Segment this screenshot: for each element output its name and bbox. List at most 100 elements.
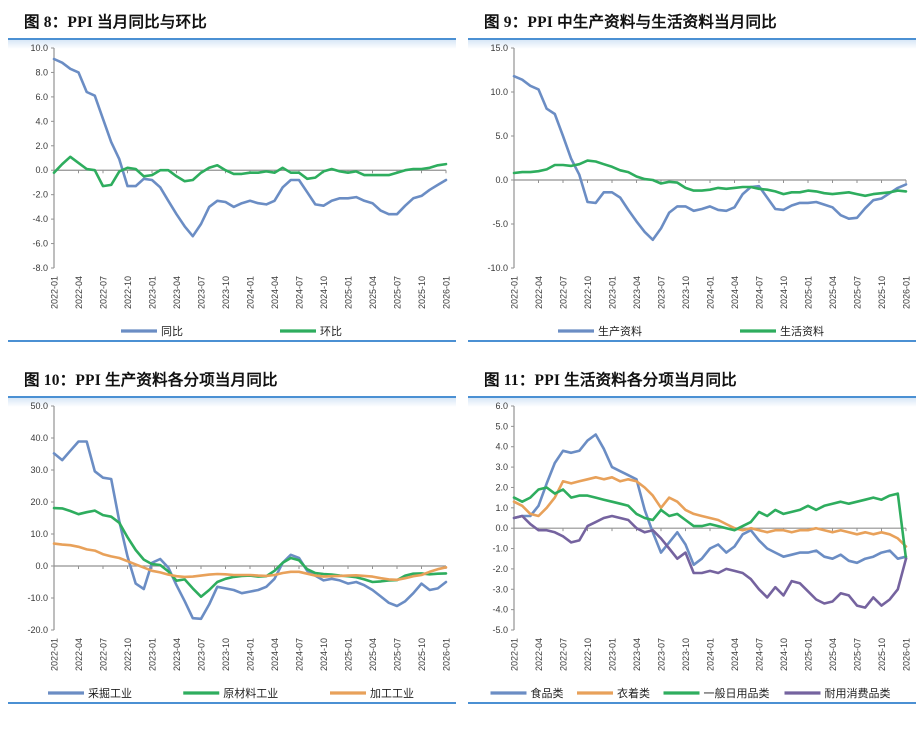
- series-line-1: [52, 155, 448, 188]
- x-tick-label: 2025-10: [877, 276, 887, 309]
- legend-label-0: 采掘工业: [88, 686, 132, 700]
- x-tick-label: 2024-04: [270, 276, 280, 309]
- x-tick-label: 2024-01: [706, 276, 716, 309]
- x-tick-label: 2024-07: [755, 638, 765, 671]
- x-tick-label: 2022-07: [559, 276, 569, 309]
- y-tick-label: -10.0: [487, 263, 508, 273]
- y-tick-label: 5.0: [495, 421, 508, 431]
- y-tick-label: 0.0: [35, 165, 48, 175]
- legend-label-2: 一般日用品类: [704, 686, 770, 700]
- y-tick-label: -4.0: [32, 214, 48, 224]
- y-tick-label: -8.0: [32, 263, 48, 273]
- x-tick-label: 2026-01: [902, 638, 912, 671]
- y-tick-label: 50.0: [30, 401, 48, 411]
- x-tick-label: 2023-10: [681, 276, 691, 309]
- x-tick-label: 2024-04: [270, 638, 280, 671]
- x-tick-label: 2025-10: [877, 638, 887, 671]
- legend-label-0: 食品类: [531, 686, 564, 700]
- x-tick-label: 2024-01: [246, 638, 256, 671]
- x-tick-label: 2022-01: [50, 276, 60, 309]
- figure-10-chart-box: 50.0 40.0 30.0 20.0 10.0 0.0 -10.0 -20.0 2022-01…: [8, 396, 456, 704]
- y-tick-label: 10.0: [30, 529, 48, 539]
- x-tick-label: 2023-01: [608, 638, 618, 671]
- figure-10-line-chart: 50.0 40.0 30.0 20.0 10.0 0.0 -10.0 -20.02022-01…: [27, 401, 452, 700]
- y-tick-label: 3.0: [495, 462, 508, 472]
- x-tick-label: 2022-01: [50, 638, 60, 671]
- series-line-1: [512, 159, 908, 198]
- x-tick-label: 2022-10: [123, 638, 133, 671]
- figure-panel-10: 图 10：PPI 生产资料各分项当月同比 50.0 40.0 30.0 20.0 10.…: [8, 342, 456, 704]
- y-tick-label: -5.0: [492, 625, 508, 635]
- x-tick-label: 2023-10: [221, 276, 231, 309]
- x-tick-label: 2022-04: [74, 276, 84, 309]
- y-tick-label: 1.0: [495, 503, 508, 513]
- x-tick-label: 2025-07: [393, 276, 403, 309]
- y-tick-label: 2.0: [35, 141, 48, 151]
- x-tick-label: 2024-10: [779, 638, 789, 671]
- y-tick-label: 6.0: [495, 401, 508, 411]
- y-tick-label: 10.0: [490, 87, 508, 97]
- x-tick-label: 2025-04: [368, 276, 378, 309]
- legend-label-1: 环比: [320, 325, 342, 338]
- x-tick-label: 2023-10: [681, 638, 691, 671]
- x-tick-label: 2025-10: [417, 638, 427, 671]
- figure-9-chart-box: 15.0 10.0 5.0 0.0 -5.0 -10.0 2022-01 2022-04 202…: [468, 38, 916, 342]
- x-tick-label: 2022-10: [583, 276, 593, 309]
- series-line-2: [52, 542, 448, 582]
- charts-grid: 图 8：PPI 当月同比与环比 10.0 8.0 6.0 4.0 2.0 0.0 -2.0 -…: [8, 0, 916, 704]
- x-tick-label: 2025-04: [368, 638, 378, 671]
- x-tick-label: 2023-10: [221, 638, 231, 671]
- x-tick-label: 2024-04: [730, 276, 740, 309]
- figure-11-title: 图 11：PPI 生活资料各分项当月同比: [484, 372, 737, 389]
- figure-8-chart-box: 10.0 8.0 6.0 4.0 2.0 0.0 -2.0 -4.0 -6.0 -8.0 2022-…: [8, 38, 456, 342]
- x-tick-label: 2022-07: [559, 638, 569, 671]
- y-tick-label: 0.0: [495, 175, 508, 185]
- x-tick-label: 2023-04: [632, 638, 642, 671]
- figure-9-title: 图 9：PPI 中生产资料与生活资料当月同比: [484, 14, 777, 31]
- x-tick-label: 2023-07: [657, 276, 667, 309]
- x-tick-label: 2022-04: [74, 638, 84, 671]
- x-tick-label: 2024-10: [779, 276, 789, 309]
- x-tick-label: 2025-01: [804, 276, 814, 309]
- y-tick-label: 0.0: [495, 523, 508, 533]
- x-tick-label: 2024-04: [730, 638, 740, 671]
- x-tick-label: 2023-07: [197, 638, 207, 671]
- x-tick-label: 2024-07: [295, 638, 305, 671]
- x-tick-label: 2025-04: [828, 276, 838, 309]
- y-tick-label: 5.0: [495, 131, 508, 141]
- y-tick-label: 30.0: [30, 465, 48, 475]
- x-tick-label: 2023-01: [608, 276, 618, 309]
- x-tick-label: 2024-07: [295, 276, 305, 309]
- series-line-0: [52, 57, 448, 238]
- x-tick-label: 2024-01: [246, 276, 256, 309]
- x-tick-label: 2023-04: [172, 276, 182, 309]
- figure-panel-8: 图 8：PPI 当月同比与环比 10.0 8.0 6.0 4.0 2.0 0.0 -2.0 -…: [8, 0, 456, 342]
- x-tick-label: 2023-04: [632, 276, 642, 309]
- legend-label-1: 生活资料: [780, 324, 824, 338]
- y-tick-label: 4.0: [35, 116, 48, 126]
- x-tick-label: 2025-04: [828, 638, 838, 671]
- figure-11-line-chart: 6.0 5.0 4.0 3.0 2.0 1.0 0.0 -1.0 -2.0 -3.0 -4.0 -5.…: [490, 401, 912, 700]
- x-tick-label: 2022-01: [510, 638, 520, 671]
- x-tick-label: 2026-01: [442, 638, 452, 671]
- x-tick-label: 2026-01: [442, 276, 452, 309]
- legend-label-1: 衣着类: [617, 686, 650, 700]
- figure-8-line-chart: 10.08.06.04.02.00.0-2.0-4.0-6.0-8.02022-…: [30, 43, 452, 338]
- y-tick-label: 4.0: [495, 442, 508, 452]
- y-tick-label: 0.0: [35, 561, 48, 571]
- legend-label-2: 加工工业: [370, 687, 414, 700]
- figure-panel-11: 图 11：PPI 生活资料各分项当月同比 6.0 5.0 4.0 3.0 2.0 1.0 0…: [468, 342, 916, 704]
- x-tick-label: 2022-10: [583, 638, 593, 671]
- x-tick-label: 2024-10: [319, 276, 329, 309]
- x-tick-label: 2025-10: [417, 276, 427, 309]
- x-tick-label: 2022-07: [99, 638, 109, 671]
- y-tick-label: -4.0: [492, 605, 508, 615]
- x-tick-label: 2022-01: [510, 276, 520, 309]
- y-tick-label: 15.0: [490, 43, 508, 53]
- y-tick-label: -10.0: [27, 593, 48, 603]
- legend-label-0: 生产资料: [598, 324, 642, 338]
- y-tick-label: -20.0: [27, 625, 48, 635]
- x-tick-label: 2023-01: [148, 638, 158, 671]
- x-tick-label: 2024-10: [319, 638, 329, 671]
- y-tick-label: 10.0: [30, 43, 48, 53]
